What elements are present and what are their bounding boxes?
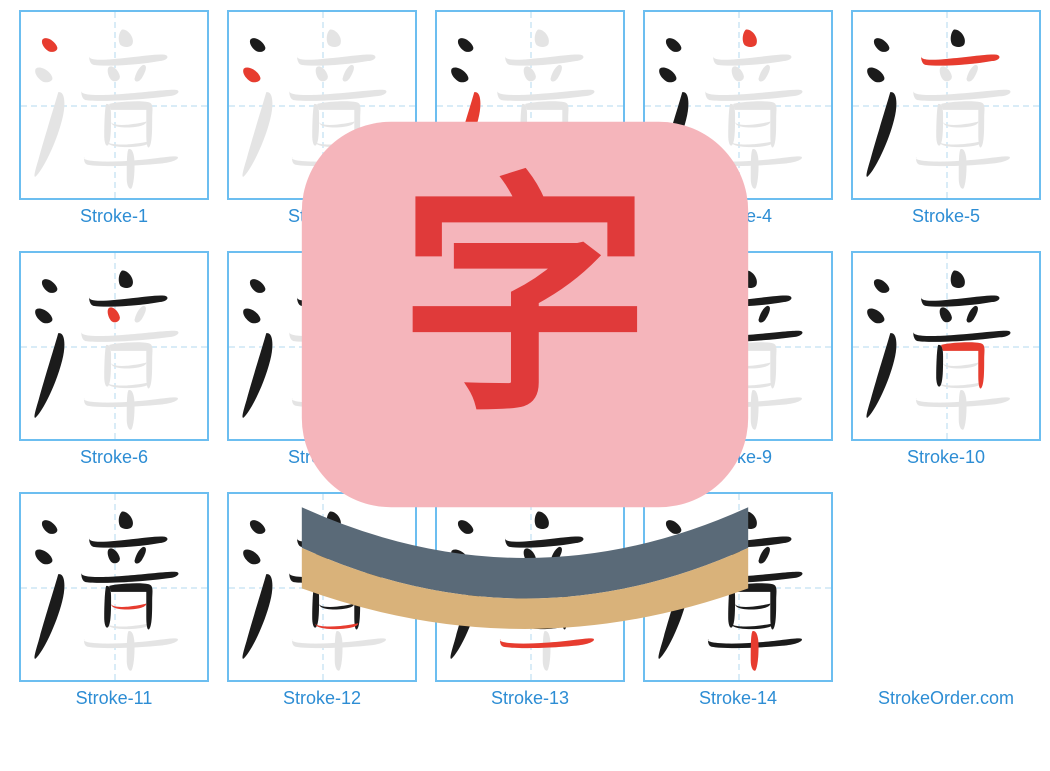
logo-cell-wrap: 字 StrokeOrder.com bbox=[842, 492, 1050, 727]
stroke-grid: Stroke-1 Stroke-2 Stroke-3 Stroke-4 Stro… bbox=[10, 10, 1050, 733]
site-logo: 字 bbox=[851, 492, 1041, 682]
logo-svg: 字 bbox=[0, 0, 1050, 771]
svg-text:字: 字 bbox=[399, 159, 651, 440]
